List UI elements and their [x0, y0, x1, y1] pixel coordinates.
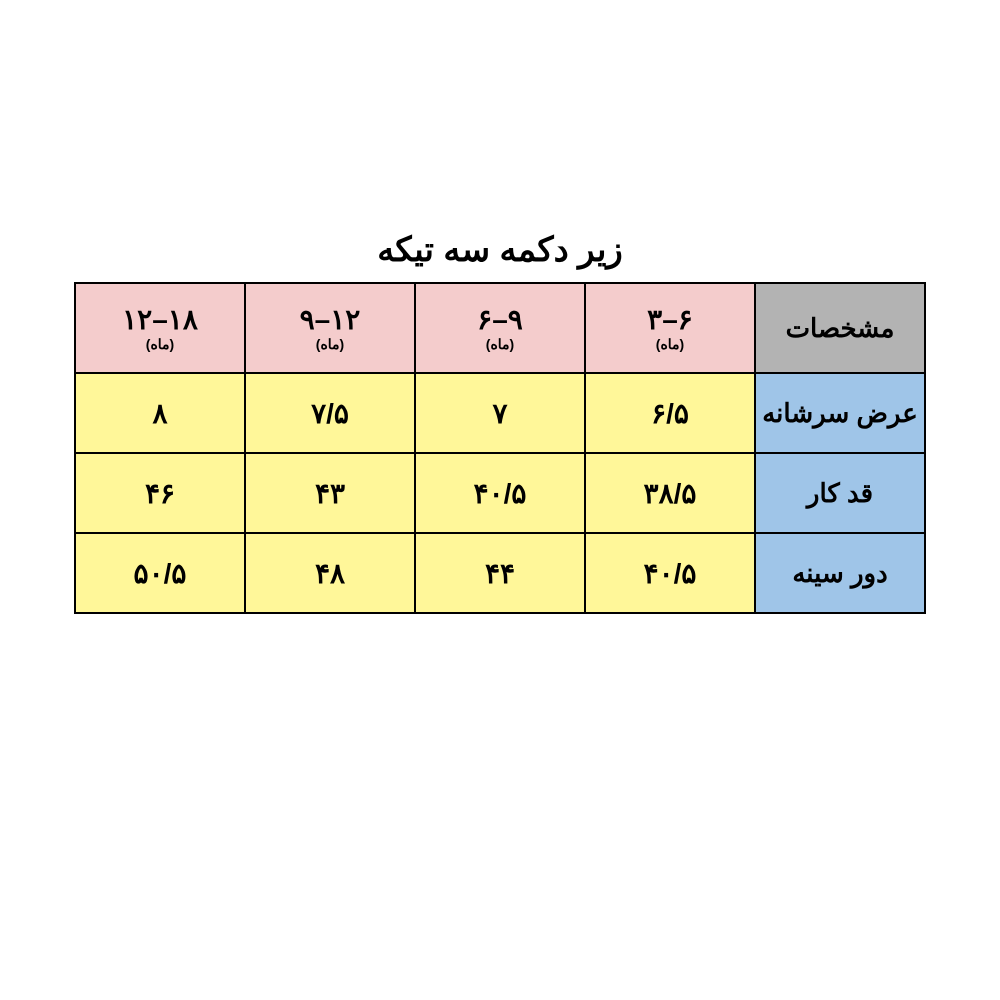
- table-title: زیر دکمه سه تیکه: [377, 230, 623, 270]
- table-row: ۵۰/۵ ۴۸ ۴۴ ۴۰/۵ دور سینه: [75, 533, 925, 613]
- size-header-0: ۱۲–۱۸ (ماه): [75, 283, 245, 373]
- data-cell: ۴۸: [245, 533, 415, 613]
- size-chart-table: ۱۲–۱۸ (ماه) ۹–۱۲ (ماه) ۶–۹ (ماه) ۳–۶ (ما…: [74, 282, 926, 614]
- size-range: ۶–۹: [416, 303, 584, 337]
- size-range: ۳–۶: [586, 303, 754, 337]
- data-cell: ۸: [75, 373, 245, 453]
- table-row: ۴۶ ۴۳ ۴۰/۵ ۳۸/۵ قد کار: [75, 453, 925, 533]
- size-range: ۱۲–۱۸: [76, 303, 244, 337]
- row-label: دور سینه: [755, 533, 925, 613]
- header-row: ۱۲–۱۸ (ماه) ۹–۱۲ (ماه) ۶–۹ (ماه) ۳–۶ (ما…: [75, 283, 925, 373]
- data-cell: ۷: [415, 373, 585, 453]
- data-cell: ۴۴: [415, 533, 585, 613]
- size-unit: (ماه): [586, 336, 754, 353]
- data-cell: ۴۳: [245, 453, 415, 533]
- data-cell: ۷/۵: [245, 373, 415, 453]
- data-cell: ۴۶: [75, 453, 245, 533]
- size-header-2: ۶–۹ (ماه): [415, 283, 585, 373]
- table-row: ۸ ۷/۵ ۷ ۶/۵ عرض سرشانه: [75, 373, 925, 453]
- size-unit: (ماه): [246, 336, 414, 353]
- size-unit: (ماه): [416, 336, 584, 353]
- size-header-1: ۹–۱۲ (ماه): [245, 283, 415, 373]
- data-cell: ۳۸/۵: [585, 453, 755, 533]
- spec-header: مشخصات: [755, 283, 925, 373]
- size-header-3: ۳–۶ (ماه): [585, 283, 755, 373]
- row-label: قد کار: [755, 453, 925, 533]
- data-cell: ۶/۵: [585, 373, 755, 453]
- size-range: ۹–۱۲: [246, 303, 414, 337]
- data-cell: ۵۰/۵: [75, 533, 245, 613]
- data-cell: ۴۰/۵: [415, 453, 585, 533]
- size-unit: (ماه): [76, 336, 244, 353]
- data-cell: ۴۰/۵: [585, 533, 755, 613]
- row-label: عرض سرشانه: [755, 373, 925, 453]
